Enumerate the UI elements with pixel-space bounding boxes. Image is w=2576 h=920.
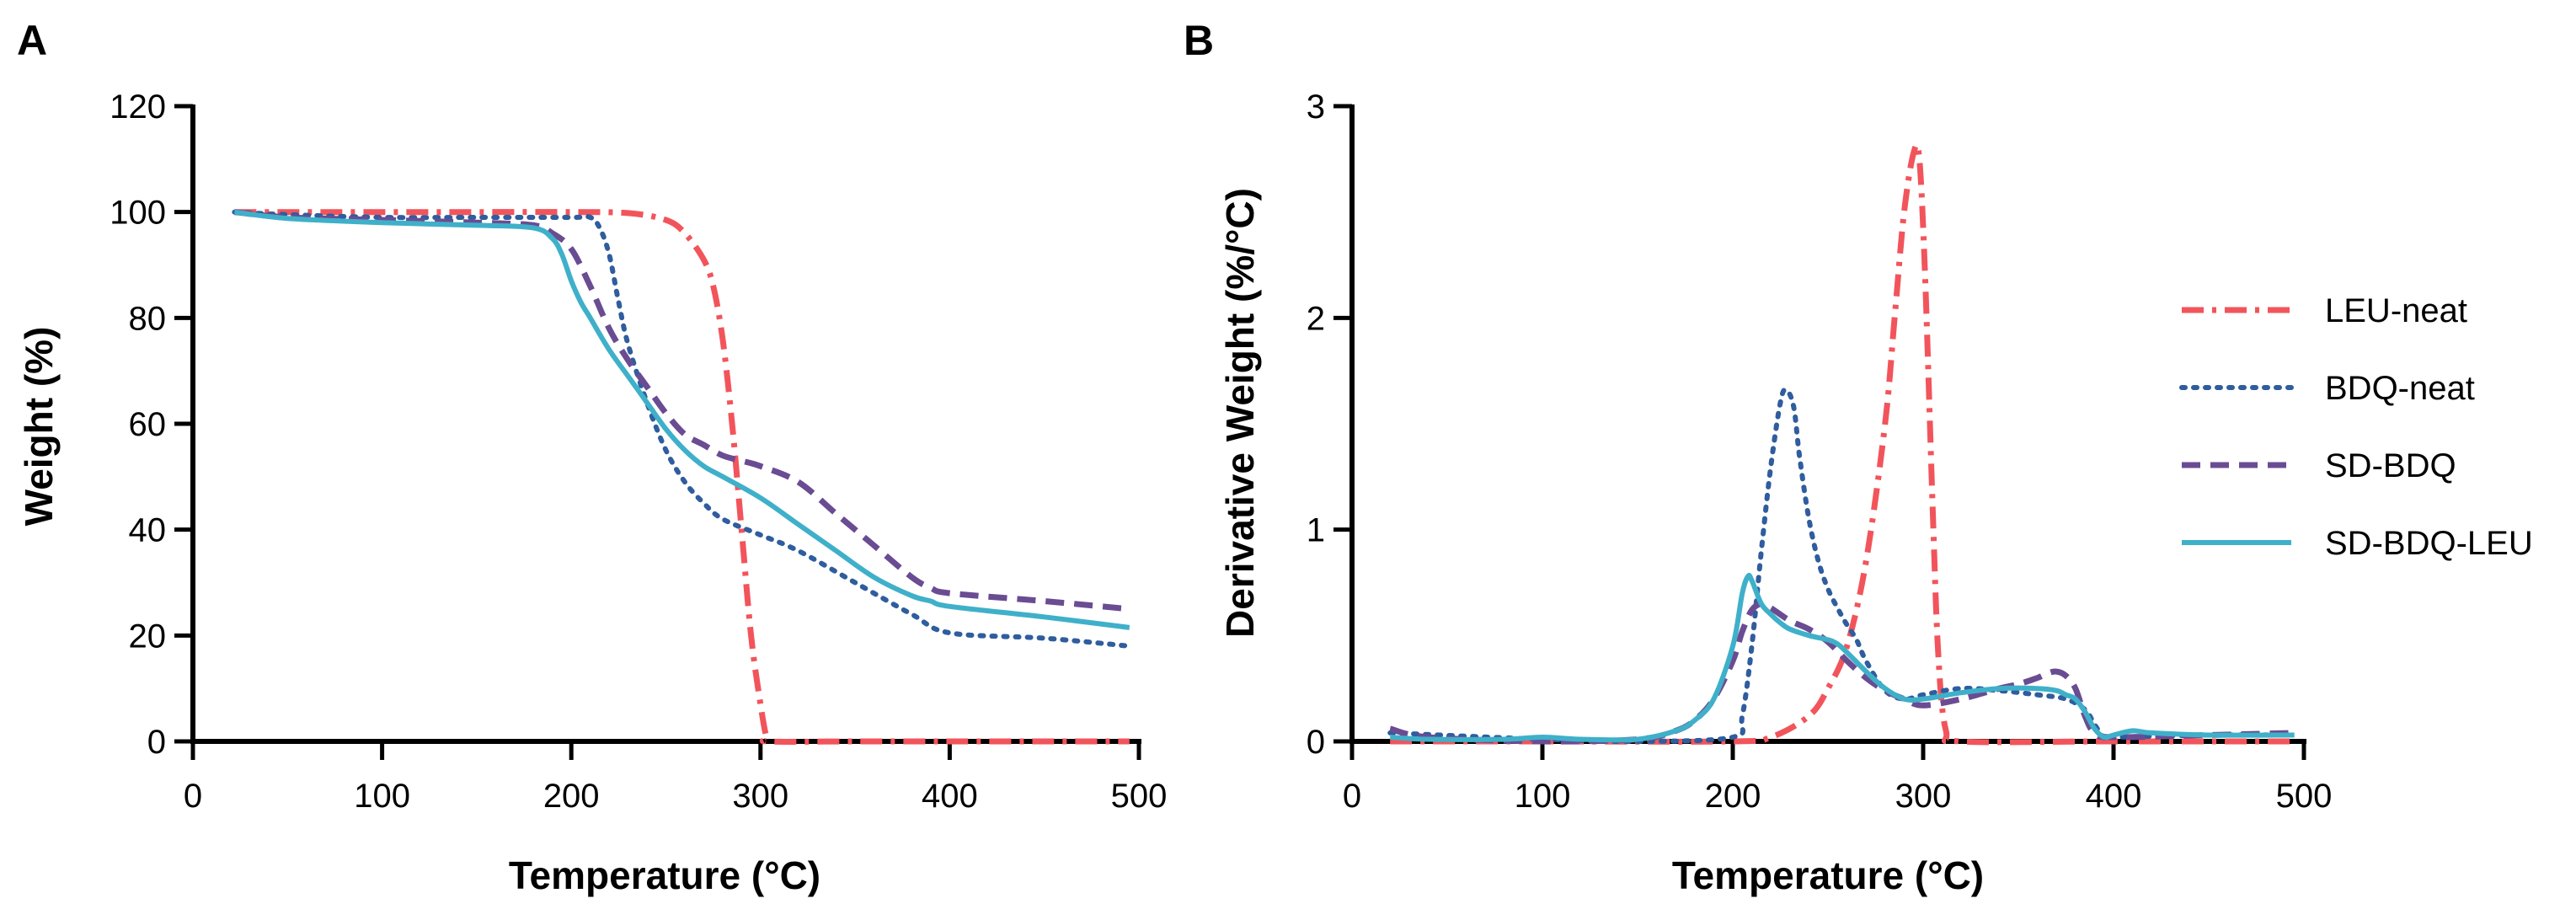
panel-a-series-leu-neat — [234, 209, 1130, 745]
panel-a-x-tick-label: 0 — [184, 778, 202, 815]
panel-a: A 0 100 200 300 400 500 0 20 40 60 80 100 120 Temper… — [17, 17, 1167, 897]
panel-b-letter: B — [1184, 17, 1214, 64]
panel-b-series-leu-neat — [1390, 142, 2295, 746]
panel-a-y-tick-label: 60 — [129, 406, 167, 443]
panel-b-series-bdq-neat — [1387, 387, 2297, 745]
panel-a-y-axis-title: Weight (%) — [17, 327, 61, 527]
panel-b-plot-area: 0 100 200 300 400 500 0 1 2 3 — [1307, 88, 2333, 815]
legend-item-leu-neat: LEU-neat — [2182, 292, 2467, 329]
panel-a-x-tick-label: 500 — [1111, 778, 1168, 815]
panel-a-series-sd-bdq — [234, 209, 1130, 612]
legend-label-leu-neat: LEU-neat — [2325, 292, 2467, 329]
panel-a-x-tick-label: 100 — [354, 778, 410, 815]
panel-a-y-tick-label: 100 — [110, 195, 166, 232]
legend-item-sd-bdq: SD-BDQ — [2182, 447, 2456, 484]
panel-a-x-tick-label: 400 — [922, 778, 978, 815]
legend-item-bdq-neat: BDQ-neat — [2179, 370, 2475, 407]
panel-b-x-tick-label: 0 — [1343, 778, 1361, 815]
panel-b-y-tick-label: 0 — [1307, 724, 1325, 761]
panel-b-series-sd-bdq — [1389, 601, 2295, 745]
panel-b-x-axis-title: Temperature (°C) — [1672, 853, 1984, 897]
panel-b-x-tick-label: 400 — [2086, 778, 2142, 815]
panel-a-y-tick-label: 40 — [129, 512, 167, 549]
legend-label-sd-bdq-leu: SD-BDQ-LEU — [2325, 525, 2533, 562]
panel-b-series-sd-bdq-leu — [1390, 572, 2295, 743]
panel-b-y-tick-label: 1 — [1307, 512, 1325, 549]
panel-a-y-tick-label: 20 — [129, 618, 167, 655]
panel-a-letter: A — [17, 17, 47, 64]
panel-a-y-tick-label: 0 — [147, 724, 166, 761]
panel-a-x-tick-label: 200 — [543, 778, 600, 815]
legend: LEU-neat BDQ-neat SD-BDQ SD-BDQ-LEU — [2179, 292, 2533, 562]
panel-a-y-tick-label: 80 — [129, 300, 167, 337]
panel-b-y-tick-label: 3 — [1307, 88, 1325, 126]
panel-b-x-tick-label: 200 — [1705, 778, 1761, 815]
panel-a-x-axis-title: Temperature (°C) — [509, 853, 820, 897]
panel-b-y-axis-title: Derivative Weight (%/°C) — [1218, 188, 1262, 638]
legend-label-bdq-neat: BDQ-neat — [2325, 370, 2475, 407]
panel-a-y-tick-label: 120 — [110, 88, 166, 126]
legend-label-sd-bdq: SD-BDQ — [2325, 447, 2456, 484]
panel-b-x-tick-label: 100 — [1515, 778, 1571, 815]
panel-b-x-tick-label: 500 — [2276, 778, 2333, 815]
panel-a-series-sd-bdq-leu — [234, 209, 1130, 630]
legend-item-sd-bdq-leu: SD-BDQ-LEU — [2182, 525, 2533, 562]
panel-a-series-bdq-neat — [232, 209, 1132, 649]
panel-a-x-tick-label: 300 — [732, 778, 788, 815]
panel-b-x-tick-label: 300 — [1895, 778, 1952, 815]
panel-a-plot-area: 0 100 200 300 400 500 0 20 40 60 80 100 120 — [110, 88, 1167, 815]
panel-b-y-tick-label: 2 — [1307, 300, 1325, 337]
